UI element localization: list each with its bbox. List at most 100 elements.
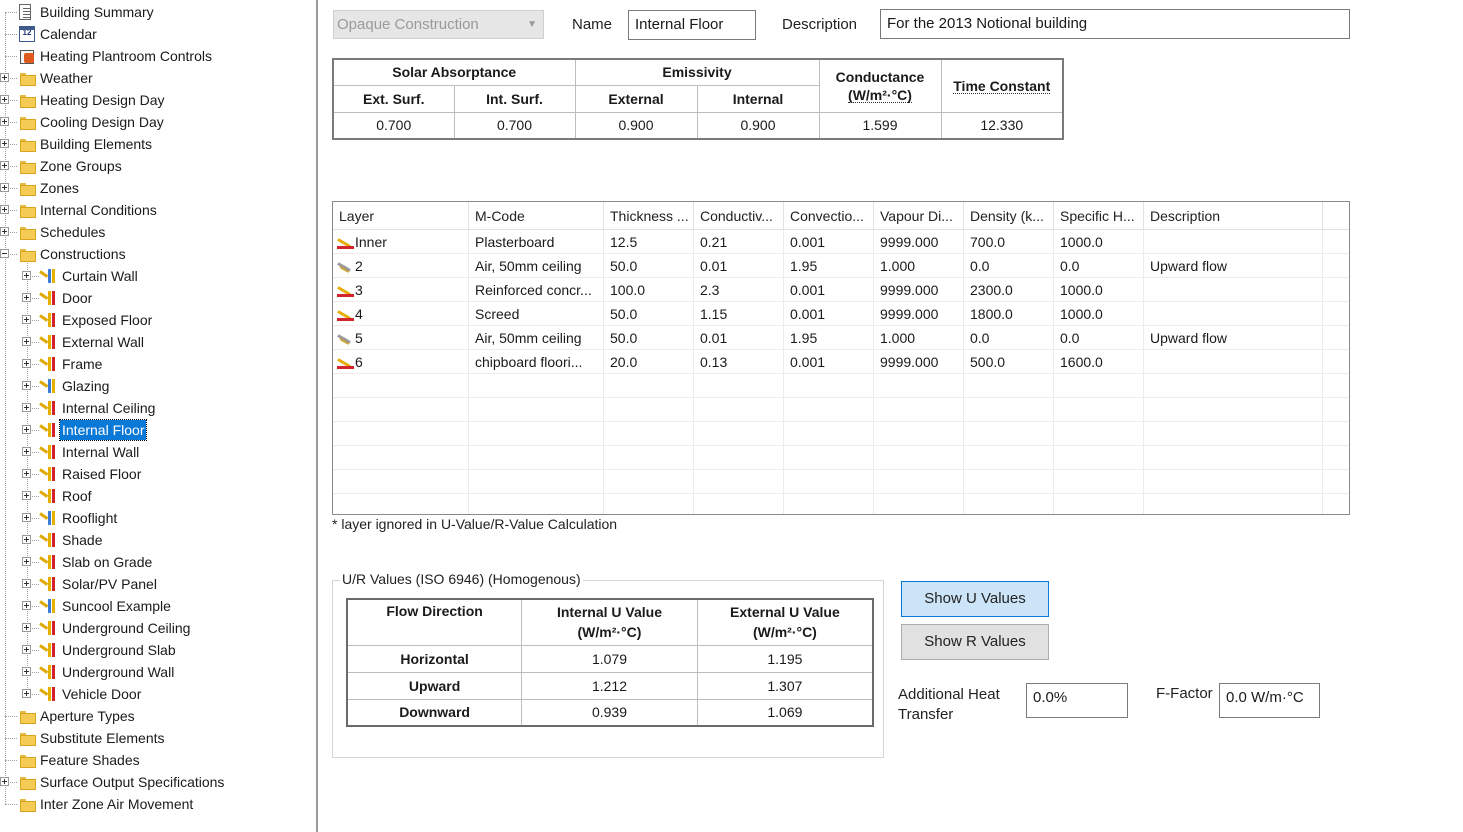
tree-item-cooling-design-day[interactable]: Cooling Design Day (0, 111, 316, 133)
column-header-density[interactable]: Density (k... (964, 202, 1054, 230)
expand-icon[interactable] (0, 227, 9, 236)
cell-conductivity[interactable]: 0.01 (694, 326, 784, 350)
expand-icon[interactable] (22, 601, 31, 610)
tree-item-exposed-floor[interactable]: Exposed Floor (0, 309, 316, 331)
tree-item-suncool-example[interactable]: Suncool Example (0, 595, 316, 617)
expand-icon[interactable] (22, 337, 31, 346)
expand-icon[interactable] (0, 95, 9, 104)
expand-icon[interactable] (0, 139, 9, 148)
f-factor-field[interactable]: 0.0 W/m·°C (1219, 683, 1320, 718)
expand-icon[interactable] (0, 161, 9, 170)
expand-icon[interactable] (22, 447, 31, 456)
cell-density[interactable]: 1800.0 (964, 302, 1054, 326)
cell-description[interactable] (1144, 230, 1323, 254)
cell-layer[interactable]: 4 (333, 302, 469, 326)
cell-convection[interactable]: 0.001 (784, 350, 874, 374)
tree-item-zone-groups[interactable]: Zone Groups (0, 155, 316, 177)
tree-item-solar-pv-panel[interactable]: Solar/PV Panel (0, 573, 316, 595)
cell-m-code[interactable]: Air, 50mm ceiling (469, 326, 604, 350)
internal-emissivity-value[interactable]: 0.900 (696, 111, 820, 140)
cell-layer[interactable]: 6 (333, 350, 469, 374)
layers-grid[interactable]: Layer M-Code Thickness ... Conductiv... Conv… (332, 201, 1350, 515)
expand-icon[interactable] (22, 359, 31, 368)
expand-icon[interactable] (22, 315, 31, 324)
tree-item-vehicle-door[interactable]: Vehicle Door (0, 683, 316, 705)
tree-item-internal-ceiling[interactable]: Internal Ceiling (0, 397, 316, 419)
cell-layer[interactable]: 2 (333, 254, 469, 278)
tree-item-door[interactable]: Door (0, 287, 316, 309)
table-row[interactable]: 6 chipboard floori... 20.0 0.13 0.001 9999.00… (333, 350, 1349, 374)
cell-conductivity[interactable]: 1.15 (694, 302, 784, 326)
cell-specific-heat[interactable]: 1000.0 (1054, 302, 1144, 326)
cell-description[interactable] (1144, 278, 1323, 302)
cell-conductivity[interactable]: 0.21 (694, 230, 784, 254)
cell-vapour-diffusivity[interactable]: 1.000 (874, 326, 964, 350)
expand-icon[interactable] (22, 645, 31, 654)
cell-description[interactable]: Upward flow (1144, 254, 1323, 278)
cell-convection[interactable]: 1.95 (784, 326, 874, 350)
cell-specific-heat[interactable]: 0.0 (1054, 254, 1144, 278)
tree-item-raised-floor[interactable]: Raised Floor (0, 463, 316, 485)
tree-item-heating-plantroom-controls[interactable]: Heating Plantroom Controls (0, 45, 316, 67)
expand-icon[interactable] (0, 205, 9, 214)
tree-item-weather[interactable]: Weather (0, 67, 316, 89)
tree-item-surface-output-specifications[interactable]: Surface Output Specifications (0, 771, 316, 793)
cell-density[interactable]: 2300.0 (964, 278, 1054, 302)
cell-thickness[interactable]: 100.0 (604, 278, 694, 302)
table-row[interactable]: Inner Plasterboard 12.5 0.21 0.001 9999.000 70… (333, 230, 1349, 254)
expand-icon[interactable] (22, 271, 31, 280)
tree-item-heating-design-day[interactable]: Heating Design Day (0, 89, 316, 111)
tree-item-slab-on-grade[interactable]: Slab on Grade (0, 551, 316, 573)
column-header-vapour-diffusivity[interactable]: Vapour Di... (874, 202, 964, 230)
expand-icon[interactable] (22, 689, 31, 698)
tree-item-underground-slab[interactable]: Underground Slab (0, 639, 316, 661)
tree-item-roof[interactable]: Roof (0, 485, 316, 507)
cell-conductivity[interactable]: 0.13 (694, 350, 784, 374)
tree-item-feature-shades[interactable]: Feature Shades (0, 749, 316, 771)
expand-icon[interactable] (22, 513, 31, 522)
expand-icon[interactable] (0, 73, 9, 82)
cell-density[interactable]: 700.0 (964, 230, 1054, 254)
tree-item-glazing[interactable]: Glazing (0, 375, 316, 397)
cell-vapour-diffusivity[interactable]: 9999.000 (874, 302, 964, 326)
cell-vapour-diffusivity[interactable]: 9999.000 (874, 278, 964, 302)
table-row[interactable]: 3 Reinforced concr... 100.0 2.3 0.001 9999.00… (333, 278, 1349, 302)
cell-vapour-diffusivity[interactable]: 9999.000 (874, 350, 964, 374)
column-header-description[interactable]: Description (1144, 202, 1323, 230)
show-u-values-button[interactable]: Show U Values (901, 581, 1049, 617)
tree-item-zones[interactable]: Zones (0, 177, 316, 199)
column-header-thickness[interactable]: Thickness ... (604, 202, 694, 230)
tree-item-rooflight[interactable]: Rooflight (0, 507, 316, 529)
cell-specific-heat[interactable]: 0.0 (1054, 326, 1144, 350)
cell-convection[interactable]: 0.001 (784, 230, 874, 254)
table-row[interactable]: 2 Air, 50mm ceiling 50.0 0.01 1.95 1.000 0.0 0.… (333, 254, 1349, 278)
tree-item-schedules[interactable]: Schedules (0, 221, 316, 243)
cell-specific-heat[interactable]: 1000.0 (1054, 278, 1144, 302)
column-header-convection[interactable]: Convectio... (784, 202, 874, 230)
table-row[interactable]: 4 Screed 50.0 1.15 0.001 9999.000 1800.0 1000.0 (333, 302, 1349, 326)
tree-item-building-summary[interactable]: Building Summary (0, 1, 316, 23)
cell-density[interactable]: 500.0 (964, 350, 1054, 374)
description-field[interactable]: For the 2013 Notional building (880, 9, 1350, 39)
expand-icon[interactable] (22, 491, 31, 500)
expand-icon[interactable] (22, 403, 31, 412)
expand-icon[interactable] (22, 381, 31, 390)
cell-description[interactable] (1144, 302, 1323, 326)
tree-splitter[interactable] (316, 0, 318, 832)
tree-item-internal-wall[interactable]: Internal Wall (0, 441, 316, 463)
cell-layer[interactable]: 3 (333, 278, 469, 302)
ext-surf-value[interactable]: 0.700 (332, 111, 455, 140)
column-header-layer[interactable]: Layer (333, 202, 469, 230)
cell-vapour-diffusivity[interactable]: 1.000 (874, 254, 964, 278)
construction-type-combo[interactable]: Opaque Construction ▼ (333, 10, 544, 39)
cell-m-code[interactable]: chipboard floori... (469, 350, 604, 374)
cell-vapour-diffusivity[interactable]: 9999.000 (874, 230, 964, 254)
tree-item-internal-conditions[interactable]: Internal Conditions (0, 199, 316, 221)
expand-icon[interactable] (22, 557, 31, 566)
navigation-tree[interactable]: Building Summary 12 Calendar Heating Plantr… (0, 0, 316, 832)
tree-item-inter-zone-air-movement[interactable]: Inter Zone Air Movement (0, 793, 316, 815)
cell-convection[interactable]: 0.001 (784, 302, 874, 326)
column-header-specific-heat[interactable]: Specific H... (1054, 202, 1144, 230)
tree-item-building-elements[interactable]: Building Elements (0, 133, 316, 155)
cell-specific-heat[interactable]: 1000.0 (1054, 230, 1144, 254)
